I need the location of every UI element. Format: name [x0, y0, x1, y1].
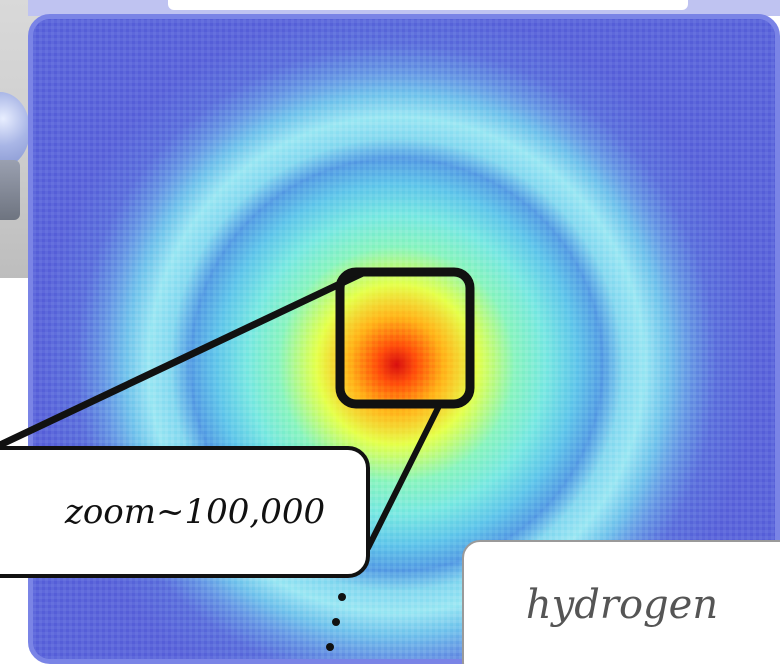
element-label: hydrogen [525, 582, 719, 628]
zoom-connector-line-lower [365, 401, 443, 551]
zoom-connector-line-upper [0, 268, 369, 449]
top-frame-card [168, 0, 688, 10]
zoom-callout: zoom~100,000 [0, 446, 370, 578]
zoom-box [335, 267, 475, 409]
dot-3 [332, 618, 340, 626]
dot-4 [326, 643, 334, 651]
dot-2 [338, 593, 346, 601]
zoom-label: zoom~100,000 [64, 492, 326, 532]
element-label-box: hydrogen [462, 540, 780, 664]
atom-model-stand [0, 160, 20, 220]
